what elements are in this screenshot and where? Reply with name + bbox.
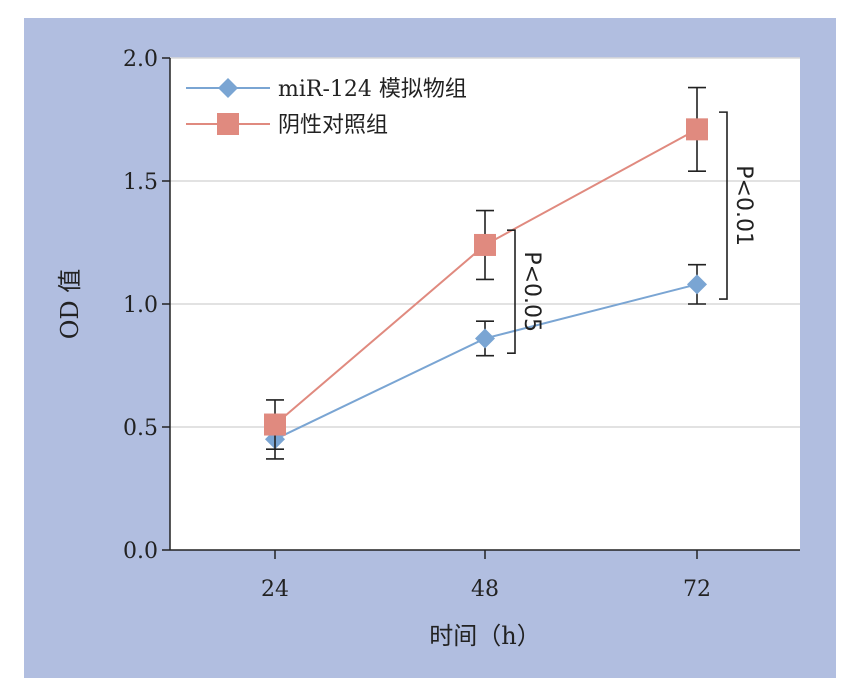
significance-label: P<0.01: [731, 165, 756, 246]
series-layer: [264, 86, 708, 460]
legend-marker-square: [217, 113, 239, 135]
data-point-square: [264, 413, 286, 436]
legend-entry: 阴性对照组: [186, 113, 388, 138]
significance-annotation: P<0.05: [507, 229, 544, 355]
y-axis-label: OD 值: [56, 269, 84, 340]
y-tick-label: 1.0: [123, 293, 158, 318]
x-tick-label: 24: [261, 577, 289, 602]
legend-label: miR-124 模拟物组: [278, 77, 467, 102]
y-tick-label: 0.0: [123, 539, 158, 564]
significance-label: P<0.05: [519, 251, 544, 332]
x-axis-label: 时间（h）: [429, 622, 540, 650]
legend-entry: miR-124 模拟物组: [186, 77, 467, 102]
x-tick-label: 72: [683, 577, 711, 602]
data-point-diamond: [687, 274, 707, 295]
x-tick-label: 48: [471, 577, 499, 602]
y-tick-label: 1.5: [123, 170, 158, 195]
annotations: P<0.05 P<0.01: [507, 111, 756, 355]
y-tick-label: 0.5: [123, 416, 158, 441]
data-point-diamond: [475, 328, 495, 349]
significance-bracket: [719, 111, 728, 300]
axes: 0.0 0.5 1.0 1.5 2.0 24 48 72: [123, 47, 800, 602]
significance-bracket: [507, 229, 516, 355]
y-tick-label: 2.0: [123, 47, 158, 72]
data-point-square: [686, 118, 708, 141]
significance-annotation: P<0.01: [719, 111, 756, 300]
data-point-square: [474, 233, 496, 256]
series-negative-control: [264, 86, 708, 450]
legend-label: 阴性对照组: [278, 113, 388, 138]
legend-marker-diamond: [218, 78, 238, 98]
